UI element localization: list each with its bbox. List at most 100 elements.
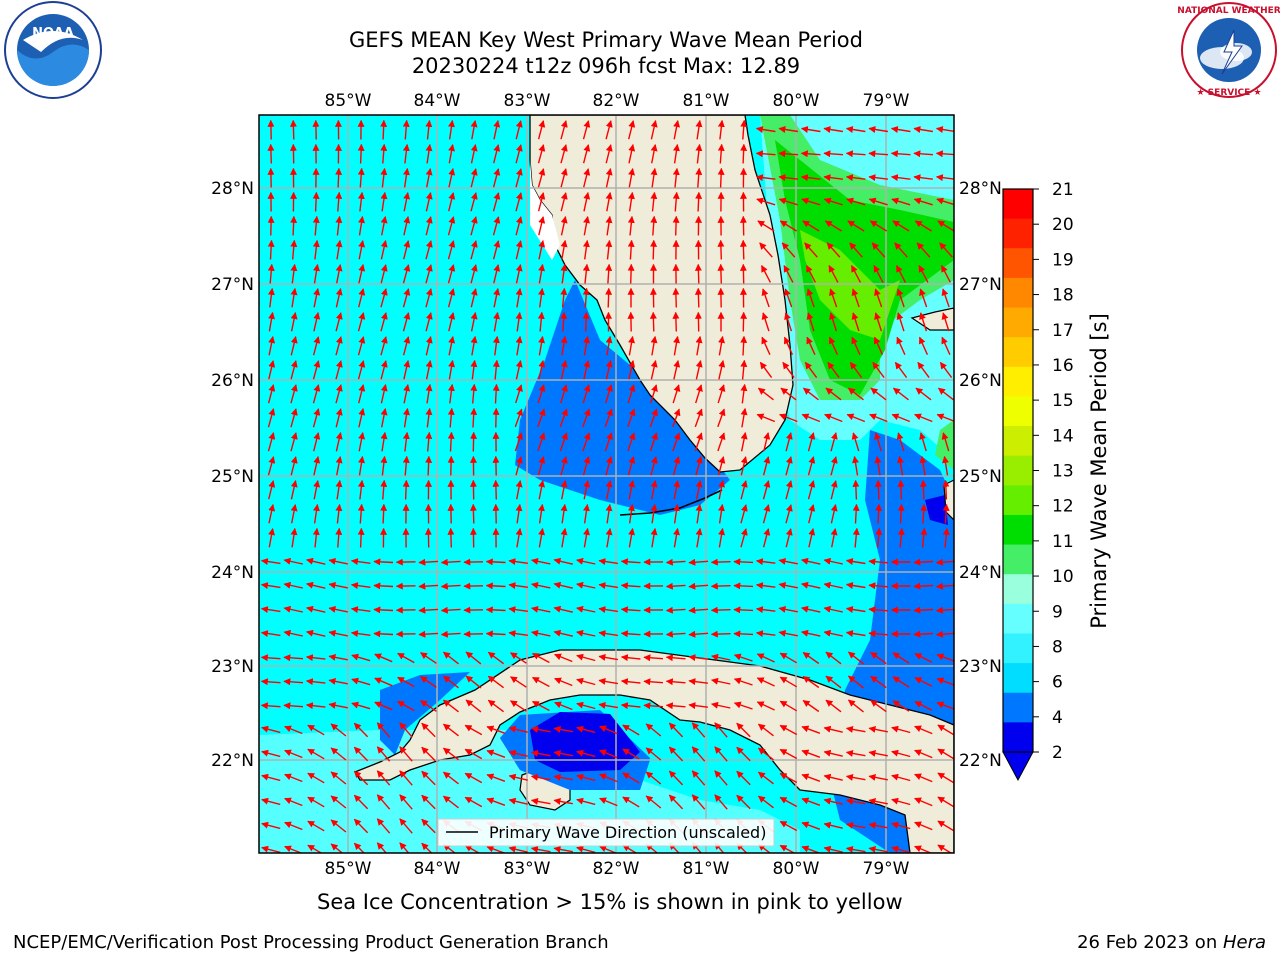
colorbar-segment — [1003, 603, 1033, 634]
wave-arrow — [421, 818, 436, 834]
wave-arrow — [937, 820, 954, 832]
wave-arrow — [425, 455, 433, 476]
wave-arrow — [620, 654, 641, 662]
wave-arrow — [358, 240, 366, 260]
colorbar-tick-label: 14 — [1052, 426, 1074, 446]
wave-arrow — [425, 336, 433, 356]
wave-arrow — [576, 773, 596, 782]
wave-arrow — [290, 432, 298, 452]
wave-arrow — [485, 606, 506, 614]
wave-arrow — [801, 797, 821, 806]
wave-arrow — [919, 432, 927, 452]
wave-arrow — [672, 432, 681, 452]
lon-label-top: 82°W — [593, 91, 640, 111]
wave-arrow — [604, 432, 613, 452]
wave-arrow — [627, 456, 636, 476]
wave-arrow — [530, 749, 551, 757]
wave-arrow — [627, 432, 636, 452]
wave-arrow — [914, 653, 933, 663]
wave-arrow — [757, 771, 774, 785]
wave-arrow — [328, 605, 348, 613]
wave-arrow — [868, 150, 889, 158]
wave-arrow — [650, 215, 658, 236]
wave-arrow — [650, 503, 658, 524]
wave-arrow — [307, 724, 325, 736]
colorbar-tick-label: 11 — [1052, 532, 1074, 552]
wave-arrow — [779, 220, 797, 232]
wave-arrow — [312, 239, 320, 260]
wave-arrow — [335, 408, 343, 428]
wave-arrow — [358, 215, 365, 236]
wave-arrow — [733, 701, 753, 710]
wave-arrow — [538, 503, 545, 524]
wave-arrow — [357, 312, 366, 332]
wave-arrow — [779, 676, 798, 688]
wave-arrow — [914, 413, 933, 423]
wave-arrow — [425, 407, 433, 428]
wave-arrow — [620, 582, 641, 590]
wave-arrow — [267, 263, 275, 284]
wave-arrow — [890, 174, 911, 182]
wave-arrow — [583, 527, 590, 548]
wave-arrow — [755, 558, 776, 566]
wave-arrow — [470, 383, 478, 404]
wave-arrow — [808, 504, 816, 524]
wave-arrow — [380, 240, 388, 260]
wave-arrow — [605, 527, 613, 548]
wave-arrow — [628, 480, 636, 500]
wave-arrow — [778, 150, 799, 158]
wave-arrow — [756, 653, 775, 663]
wave-arrow — [914, 821, 933, 831]
wave-arrow — [583, 335, 590, 356]
wave-arrow — [290, 263, 298, 284]
wave-arrow — [447, 527, 455, 548]
wave-arrow — [845, 558, 866, 565]
wave-arrow — [582, 384, 591, 404]
wave-arrow — [357, 503, 365, 524]
wave-arrow — [920, 503, 928, 524]
wave-arrow — [402, 143, 410, 164]
wave-arrow — [756, 677, 775, 687]
wave-arrow — [825, 699, 842, 713]
wave-arrow — [605, 215, 613, 236]
wave-arrow — [845, 725, 866, 733]
period-10-11-atlantic — [775, 140, 954, 395]
wave-arrow — [380, 312, 388, 332]
wave-arrow — [711, 653, 731, 661]
wave-arrow — [740, 456, 748, 476]
lat-label-left: 25°N — [211, 467, 254, 487]
wave-arrow — [374, 653, 393, 663]
wave-arrow — [740, 383, 748, 404]
wave-arrow — [892, 676, 910, 688]
wave-arrow — [620, 630, 641, 638]
wave-arrow — [492, 479, 500, 500]
wave-arrow — [353, 746, 369, 762]
wave-arrow — [845, 797, 866, 805]
wave-arrow — [605, 120, 613, 140]
map-gridlines — [259, 115, 954, 853]
wave-arrow — [740, 359, 748, 380]
wave-arrow — [290, 480, 298, 500]
wave-arrow — [560, 144, 568, 164]
wave-arrow — [440, 630, 461, 638]
legend-box — [437, 818, 775, 847]
colorbar-tick-label: 17 — [1052, 321, 1074, 341]
wave-arrow — [919, 312, 928, 332]
wave-arrow — [493, 144, 501, 164]
wave-arrow — [665, 630, 686, 638]
wave-arrow — [290, 384, 298, 404]
wave-arrow — [761, 288, 770, 308]
wave-arrow — [868, 630, 889, 638]
wave-arrow — [936, 677, 954, 686]
wave-arrow — [510, 652, 527, 664]
wave-arrow — [582, 311, 590, 332]
colorbar-segment — [1003, 396, 1033, 427]
wave-arrow — [537, 144, 546, 164]
wave-arrow — [425, 383, 433, 404]
wave-arrow — [801, 581, 821, 589]
wave-arrow — [672, 167, 680, 188]
wave-arrow — [756, 701, 775, 711]
wave-arrow — [403, 360, 411, 380]
wave-arrow — [374, 677, 393, 687]
wave-arrow — [868, 749, 888, 757]
